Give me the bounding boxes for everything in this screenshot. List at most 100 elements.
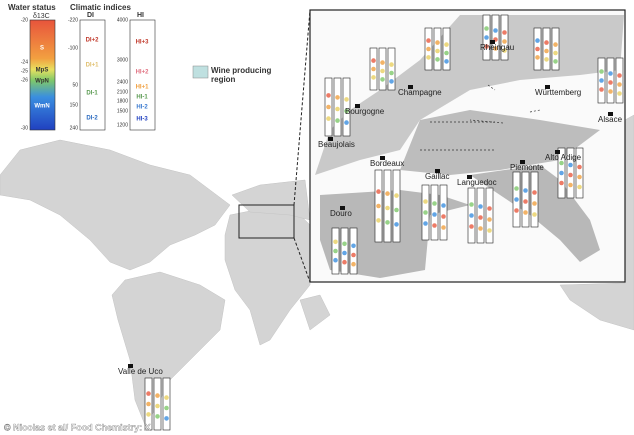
glyph-dot [469,202,474,207]
class-label: HI-1 [136,95,148,101]
glyph-dot [146,401,151,407]
glyph-dot [380,77,385,82]
class-label: MpS [36,68,49,74]
glyph-dot [441,214,446,219]
region-label: Languedoc [457,178,497,187]
glyph-strip [615,57,624,104]
glyph-dot [523,210,528,215]
glyph-dot [344,120,349,125]
glyph-dot [478,215,483,220]
class-label: HI-2 [136,105,148,111]
glyph-dot [599,87,604,92]
glyph-dot [535,38,540,43]
region-marker [328,137,333,141]
glyph-dot [351,243,356,249]
glyph-dot [435,57,440,62]
glyph-strip [551,27,560,71]
glyph-strip [530,171,539,228]
glyph-dot [532,212,537,217]
region-label: Piemonte [510,163,544,172]
credit: © Nicolas et al/ Food Chemistry: X [4,422,151,432]
tick-label: -30 [21,125,28,131]
glyph-dot [502,30,507,35]
tick-label: 4000 [117,17,128,23]
glyph-dot [344,108,349,114]
glyph-dot [469,224,474,229]
glyph-dot [502,39,507,44]
glyph-dot [380,60,385,65]
glyph-strip [439,184,448,241]
class-label: HI+3 [136,40,150,46]
glyph-dot [484,26,489,31]
glyph-dot [478,204,483,209]
tick-label: 2100 [117,89,128,95]
glyph-dot [608,89,613,94]
glyph-dot [441,225,446,230]
glyph-dot [523,199,528,204]
glyph-dot [432,223,437,228]
glyph-dot [155,393,160,398]
class-label: DI+1 [86,63,100,69]
glyph-dot [444,50,449,56]
glyph-dot [599,78,604,83]
glyph-dot [553,59,558,64]
tick-label: 1800 [117,98,128,104]
region-label: Beaujolais [318,140,355,149]
glyph-dot [514,186,519,191]
region-label: Champagne [398,88,442,97]
glyph-dot [164,395,169,400]
region-label: Rheingau [480,43,514,52]
glyph-strip [342,77,351,137]
map-legend: Wine producing region [211,66,272,84]
glyph-dot [380,68,385,74]
glyph-dot [423,210,428,215]
glyph-dot [478,226,483,231]
glyph-dot [371,75,376,80]
glyph-strip [485,187,494,244]
land [0,114,634,426]
class-label: WmN [34,104,49,110]
class-label: DI-2 [86,116,98,122]
glyph-dot [523,188,528,193]
glyph-dot [484,44,489,49]
glyph-dot [514,208,519,213]
glyph-dot [371,66,376,72]
leader [487,84,496,91]
glyph-dot [155,403,160,409]
glyph-dot [342,250,347,256]
glyph-dot [559,160,564,166]
glyph-dot [432,212,437,217]
glyph-dot [553,42,558,47]
class-label: DI-1 [86,91,98,97]
glyph-dot [376,218,381,223]
class-label: WpN [35,79,49,85]
di-scale [79,19,106,131]
glyph-dot [502,48,507,53]
glyph-dot [493,46,498,51]
glyph-dot [342,259,347,265]
glyph-dot [385,205,390,211]
glyph-strip [575,147,584,199]
glyph-dot [469,213,474,218]
glyph-dot [435,40,440,45]
tick-label: -220 [68,17,78,23]
class-label: HI+1 [136,85,150,91]
glyph-dot [535,55,540,60]
glyph-dot [441,203,446,208]
glyph-dot [532,201,537,206]
glyph-dot [389,62,394,67]
glyph-dot [608,80,613,85]
region-marker [435,169,440,173]
tick-label: 150 [70,102,79,108]
region-marker [467,175,472,179]
glyph-dot [335,95,340,100]
glyph-dot [532,190,537,195]
glyph-dot [599,69,604,74]
region-marker [490,40,495,44]
legend-swatch [192,65,209,79]
glyph-dot [326,104,331,110]
glyph-dot [444,42,449,47]
region-marker [608,112,613,116]
region-marker [340,206,345,210]
